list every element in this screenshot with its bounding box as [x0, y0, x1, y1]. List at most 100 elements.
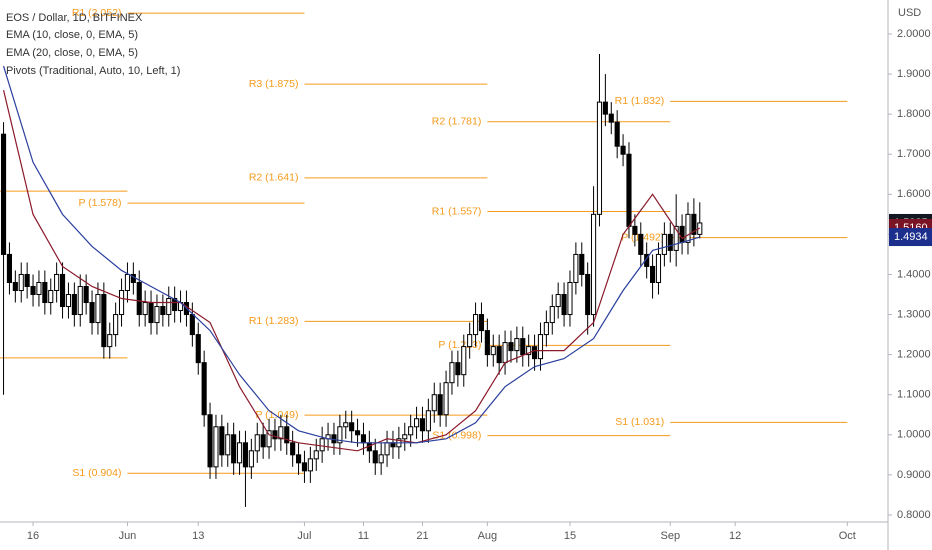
candle-body — [537, 334, 544, 360]
candle-body — [478, 314, 485, 332]
y-tick-label: 2.0000 — [897, 28, 931, 40]
pivot-label: R2 (1.641) — [249, 172, 299, 184]
candle-body — [12, 281, 18, 291]
candle-body — [107, 334, 113, 348]
candle-body — [89, 302, 95, 324]
candle-body — [667, 233, 673, 251]
x-tick-label: Sep — [660, 530, 680, 542]
y-tick-label: 1.7000 — [897, 148, 931, 160]
pivot-label: R1 (2.052) — [72, 7, 122, 19]
candle-body — [207, 414, 213, 468]
candle-body — [591, 213, 597, 316]
candle-body — [189, 314, 195, 336]
candle-body — [166, 298, 172, 316]
candle-body — [437, 394, 443, 416]
candle-body — [148, 302, 154, 324]
legend-entry: EMA (20, close, 0, EMA, 5) — [6, 47, 138, 59]
candle-body — [679, 225, 685, 243]
candle-body — [301, 462, 308, 472]
candle-body — [337, 426, 343, 444]
candle-body — [632, 225, 638, 235]
ema-line — [2, 65, 700, 444]
ema-line — [2, 89, 701, 452]
x-tick-label: 13 — [192, 530, 204, 542]
candle-body — [124, 273, 131, 291]
candle-body — [655, 253, 662, 283]
candle-body — [685, 213, 691, 243]
y-tick-label: 1.8000 — [897, 108, 931, 120]
candle-body — [142, 302, 148, 316]
x-tick-label: 15 — [564, 530, 576, 542]
pivot-label: P (1.578) — [78, 197, 121, 209]
candle-body — [490, 346, 496, 356]
candle-body — [449, 362, 455, 384]
candle-body — [113, 314, 119, 336]
candle-body — [620, 145, 626, 155]
candle-body — [402, 434, 408, 440]
y-tick-label: 0.8000 — [897, 509, 931, 521]
x-tick-label: 21 — [416, 530, 428, 542]
candle-body — [42, 281, 48, 304]
candle-body — [59, 273, 66, 308]
candle-body — [18, 273, 24, 291]
candle-body — [295, 454, 302, 464]
y-tick-label: 1.0000 — [897, 429, 931, 441]
candle-body — [83, 285, 89, 304]
candle-body — [307, 458, 313, 472]
candle-body — [24, 273, 30, 287]
y-tick-label: 1.3000 — [897, 308, 931, 320]
legend-entry: EMA (10, close, 0, EMA, 5) — [6, 29, 138, 41]
candle-body — [225, 434, 231, 456]
candle-body — [573, 253, 579, 283]
candle-body — [567, 281, 573, 316]
candle-body — [502, 342, 508, 364]
candle-body — [484, 330, 490, 356]
y-tick-label: 1.2000 — [897, 349, 931, 361]
candle-body — [473, 314, 479, 336]
candle-body — [77, 285, 83, 316]
candle-body — [160, 306, 166, 316]
candle-body — [213, 426, 219, 468]
candle-body — [579, 253, 585, 275]
candle-body — [508, 342, 514, 352]
candle-body — [520, 338, 526, 356]
candle-body — [614, 121, 620, 147]
candle-body — [691, 213, 697, 235]
candle-body — [496, 346, 502, 364]
x-tick-label: 16 — [27, 530, 39, 542]
candle-body — [608, 113, 614, 123]
y-tick-label: 1.6000 — [897, 188, 931, 200]
candle-body — [408, 426, 414, 436]
candle-body — [101, 294, 107, 348]
x-tick-label: 12 — [729, 530, 741, 542]
candle-body — [278, 426, 284, 440]
candle-body — [419, 418, 426, 432]
legend: EOS / Dollar, 1D, BITFINEX EMA (10, clos… — [6, 12, 180, 77]
candle-body — [354, 430, 361, 436]
candle-body — [526, 346, 532, 356]
candle-body — [95, 294, 101, 324]
candle-body — [30, 285, 36, 296]
x-tick-label: Oct — [839, 530, 856, 542]
candle-body — [514, 338, 520, 352]
candle-body — [36, 281, 42, 296]
candle-body — [467, 334, 473, 348]
pivot-label: R2 (1.781) — [432, 116, 482, 128]
x-tick-label: Jul — [297, 530, 311, 542]
x-tick-label: Jun — [119, 530, 137, 542]
pivot-label: R1 (1.283) — [249, 315, 299, 327]
candle-body — [461, 346, 467, 376]
candle-body — [254, 434, 260, 452]
candle-body — [272, 430, 278, 440]
axes: 0.8000 0.9000 1.0000 1.1000 1.2000 1.3000 1.40… — [27, 28, 932, 542]
pivot-label: S1 (1.031) — [615, 416, 664, 428]
candle-body — [343, 422, 349, 428]
candle-body — [118, 289, 125, 316]
candle-body — [48, 289, 54, 304]
candle-body — [585, 273, 591, 316]
pivot-label: R3 (1.875) — [249, 78, 299, 90]
price-tag — [889, 228, 932, 247]
legend-title: EOS / Dollar, 1D, BITFINEX — [6, 12, 143, 24]
